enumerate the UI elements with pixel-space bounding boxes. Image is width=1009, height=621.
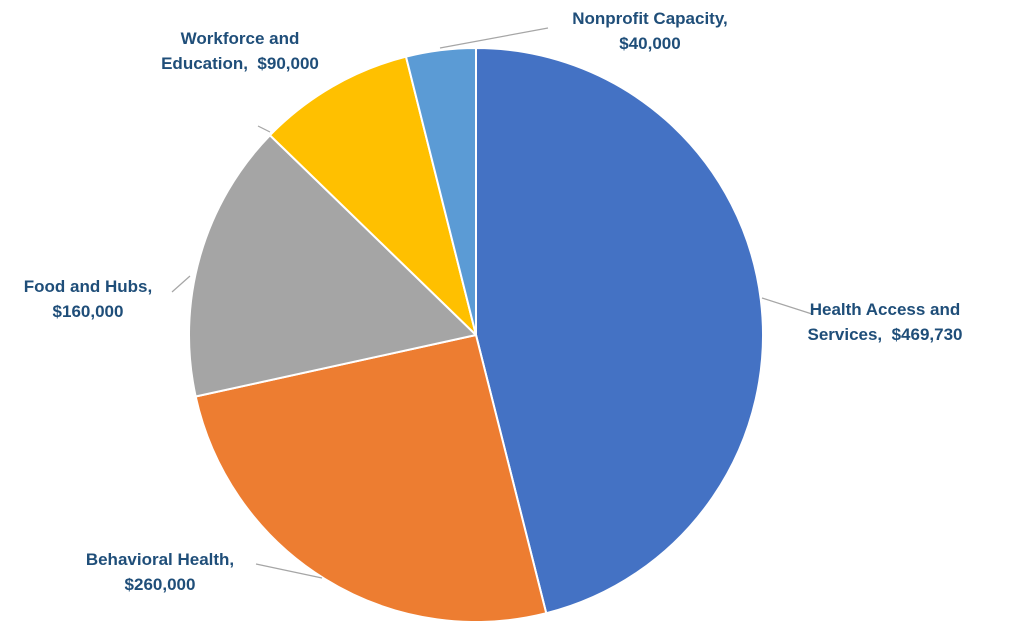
leader-line-nonprofit-capacity [439, 27, 549, 49]
pie-slice-health-access-and-services [475, 47, 765, 615]
leader-line-workforce-and-education [257, 125, 271, 133]
leader-lines [171, 27, 813, 579]
data-label-line: Behavioral Health, [86, 550, 234, 569]
data-label-health-access-and-services: Health Access and Services, $469,730 [807, 300, 962, 344]
pie-slice-workforce-and-education [268, 55, 477, 336]
leader-line-health-access-and-services [761, 297, 813, 315]
data-labels: Health Access and Services, $469,730 Behav… [24, 9, 963, 594]
data-label-line: Services, $469,730 [807, 325, 962, 344]
data-label-line: Education, $90,000 [161, 54, 319, 73]
data-label-line: Food and Hubs, [24, 277, 152, 296]
pie-slice-food-and-hubs [188, 134, 477, 398]
data-label-workforce-and-education: Workforce and Education, $90,000 [161, 29, 319, 73]
data-label-line: $260,000 [125, 575, 196, 594]
pie-slice-behavioral-health [194, 334, 548, 621]
leader-line-food-and-hubs [171, 275, 191, 293]
data-label-line: $40,000 [619, 34, 680, 53]
data-label-line: Health Access and [810, 300, 961, 319]
data-label-line: $160,000 [53, 302, 124, 321]
pie-slice-nonprofit-capacity [404, 47, 477, 336]
data-label-line: Nonprofit Capacity, [572, 9, 728, 28]
leader-line-behavioral-health [255, 563, 323, 579]
pie-slices [188, 47, 765, 621]
data-label-behavioral-health: Behavioral Health, $260,000 [86, 550, 234, 594]
data-label-food-and-hubs: Food and Hubs, $160,000 [24, 277, 152, 321]
data-label-nonprofit-capacity: Nonprofit Capacity, $40,000 [572, 9, 728, 53]
data-label-line: Workforce and [181, 29, 300, 48]
